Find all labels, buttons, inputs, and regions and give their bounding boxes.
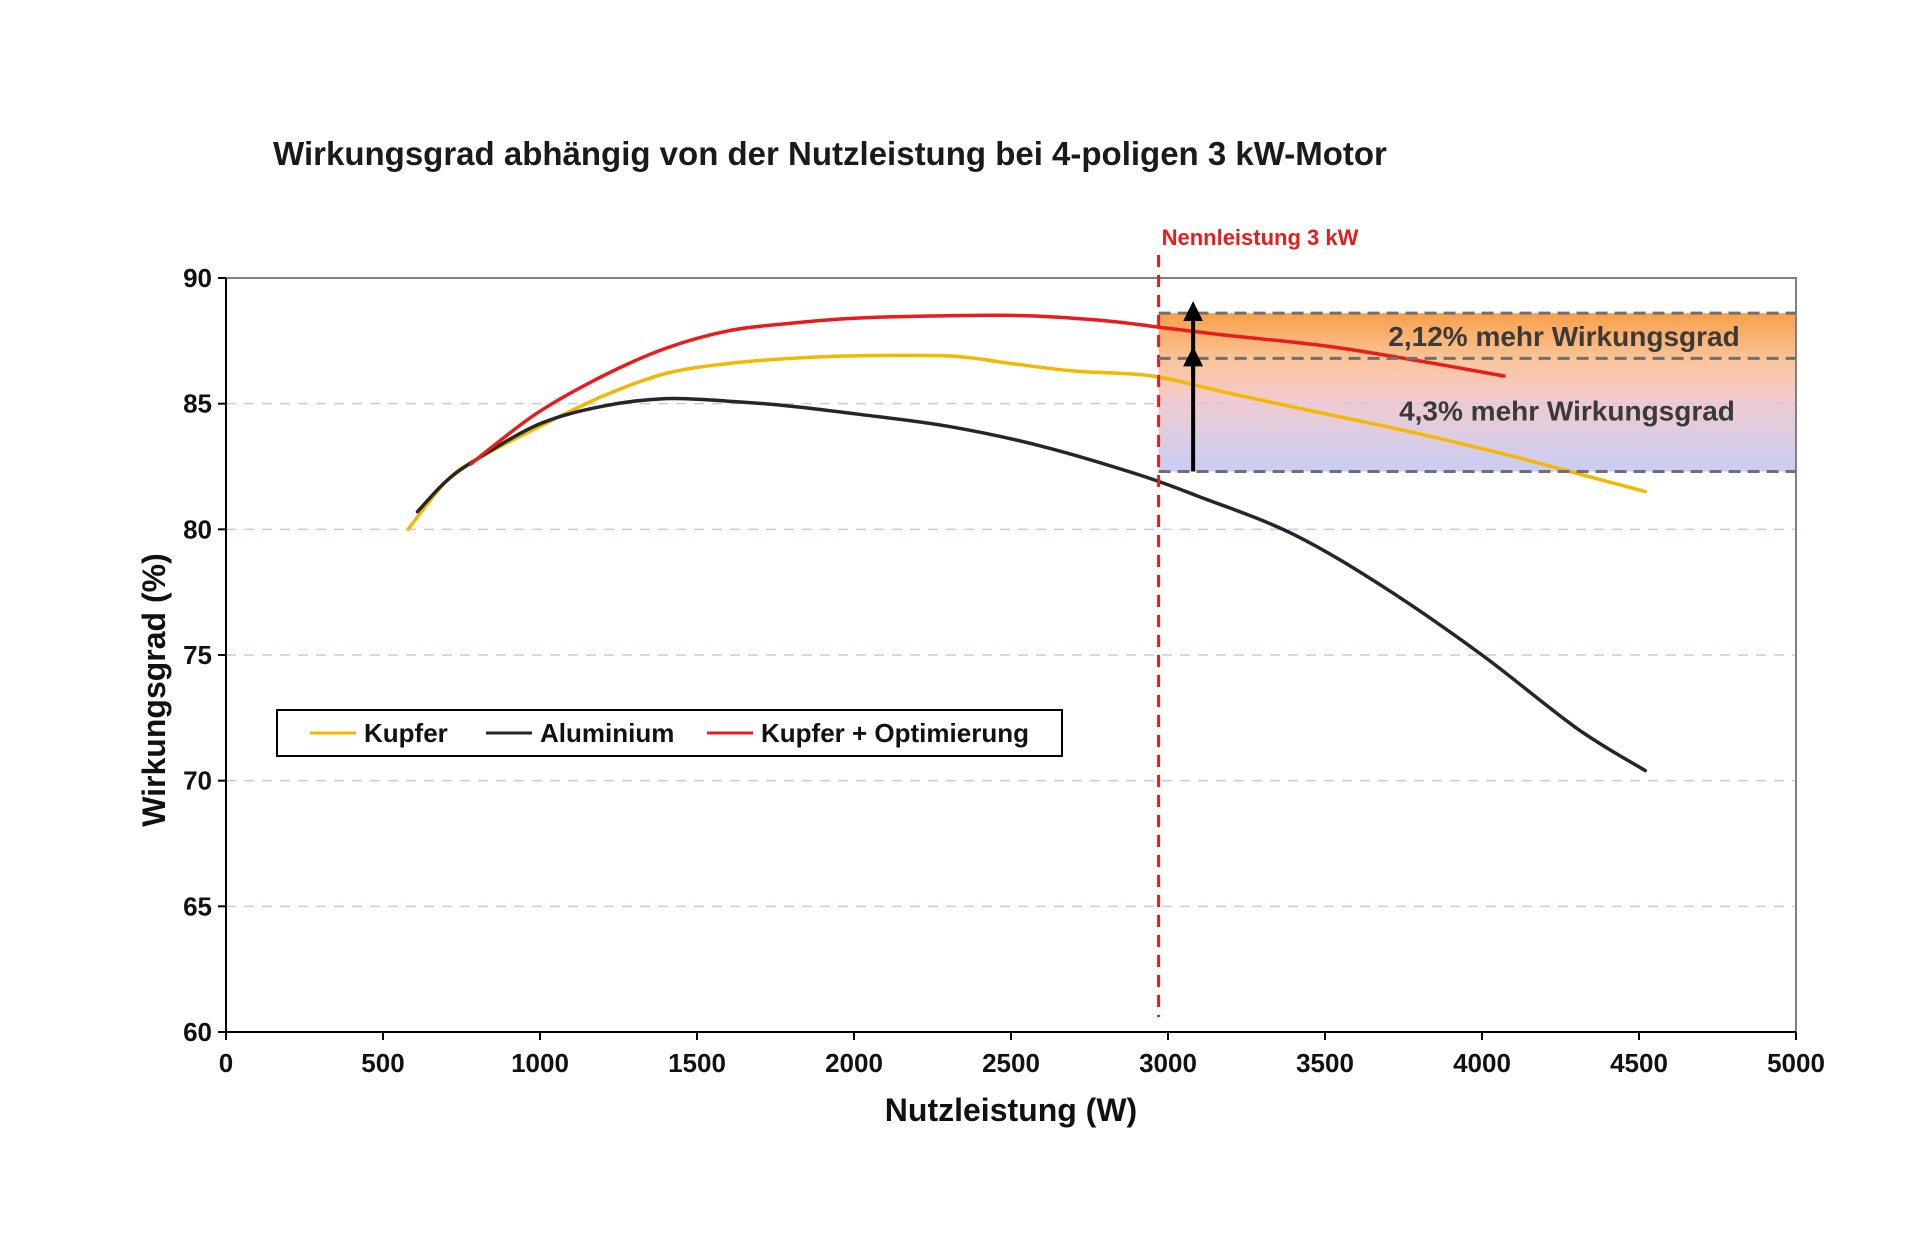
- legend-label-kupfer: Kupfer: [364, 718, 448, 748]
- legend-label-aluminium: Aluminium: [540, 718, 674, 748]
- x-tick-label-500: 500: [361, 1048, 404, 1078]
- x-tick-label-2500: 2500: [982, 1048, 1040, 1078]
- data-series: [406, 313, 1648, 773]
- axes: 60 65 70 75 80 85 90 0 500 1000 1500 2000 2500 3000 35…: [183, 263, 1825, 1078]
- band-upper-label: 2,12% mehr Wirkungsgrad: [1388, 321, 1739, 352]
- x-tick-label-5000: 5000: [1767, 1048, 1825, 1078]
- x-tick-label-4500: 4500: [1610, 1048, 1668, 1078]
- series-line-kupfer: [406, 353, 1648, 532]
- x-tick-label-1500: 1500: [668, 1048, 726, 1078]
- legend-label-kupfer-optimierung: Kupfer + Optimierung: [761, 718, 1029, 748]
- y-tick-label-90: 90: [183, 263, 212, 293]
- y-tick-label-60: 60: [183, 1017, 212, 1047]
- band-lower-label: 4,3% mehr Wirkungsgrad: [1399, 396, 1735, 427]
- x-tick-label-1000: 1000: [511, 1048, 569, 1078]
- y-tick-label-70: 70: [183, 766, 212, 796]
- nennleistung-label: Nennleistung 3 kW: [1162, 225, 1359, 250]
- legend: Kupfer Aluminium Kupfer + Optimierung: [276, 709, 1063, 757]
- y-axis-label: Wirkungsgrad (%): [136, 553, 172, 827]
- x-tick-label-2000: 2000: [825, 1048, 883, 1078]
- x-tick-label-3500: 3500: [1296, 1048, 1354, 1078]
- annotations: Nennleistung 3 kW 2,12% mehr Wirkungsgrad…: [1157, 225, 1796, 1017]
- x-tick-label-0: 0: [219, 1048, 233, 1078]
- series-line-aluminium: [415, 396, 1648, 773]
- chart-title: Wirkungsgrad abhängig von der Nutzleistu…: [273, 135, 1387, 172]
- x-tick-label-4000: 4000: [1453, 1048, 1511, 1078]
- x-tick-label-3000: 3000: [1139, 1048, 1197, 1078]
- y-tick-label-75: 75: [183, 640, 212, 670]
- series-line-kupfer-optimierung: [469, 313, 1506, 466]
- legend-box: [276, 709, 1063, 757]
- y-tick-label-85: 85: [183, 389, 212, 419]
- y-tick-label-65: 65: [183, 891, 212, 921]
- grid-lines: [226, 402, 1796, 908]
- y-tick-label-80: 80: [183, 514, 212, 544]
- x-axis-label: Nutzleistung (W): [885, 1092, 1137, 1128]
